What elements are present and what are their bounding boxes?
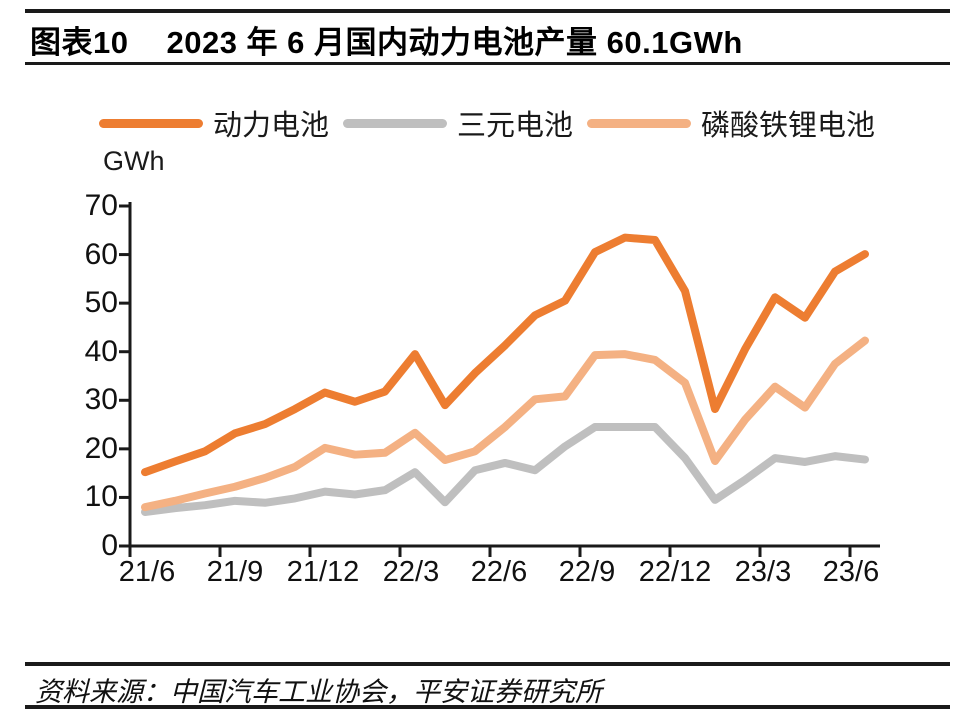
- y-axis-tick-label: 30: [84, 383, 118, 417]
- x-axis-tick-label: 23/3: [734, 556, 792, 588]
- legend-item-ternary-battery: 三元电池: [342, 102, 573, 144]
- figure-label: 图表10: [30, 25, 129, 60]
- y-axis-tick-label: 50: [84, 286, 118, 320]
- x-axis-tick-label: 22/12: [638, 556, 712, 588]
- source-text: 资料来源：中国汽车工业协会，平安证券研究所: [35, 677, 602, 707]
- legend-item-power-battery: 动力电池: [98, 102, 329, 144]
- y-axis-tick-label: 60: [84, 237, 118, 271]
- legend-swatch-lfp-battery-icon: [587, 118, 691, 128]
- y-axis-unit-label: GWh: [103, 146, 165, 176]
- footer-rule-top: [25, 662, 950, 666]
- chart-header: 图表10 2023 年 6 月国内动力电池产量 60.1GWh: [30, 17, 950, 62]
- legend-label-ternary-battery: 三元电池: [456, 110, 573, 142]
- x-axis-tick-label: 21/9: [206, 556, 264, 588]
- legend-swatch-power-battery-icon: [98, 118, 203, 128]
- legend-swatch-ternary-battery-icon: [342, 118, 447, 128]
- y-axis-tick-label: 40: [84, 334, 118, 368]
- x-axis-tick-label: 23/6: [822, 556, 880, 588]
- y-axis-tick-label: 70: [84, 189, 118, 222]
- x-axis-tick-label: 22/3: [382, 556, 440, 588]
- x-axis-tick-label: 21/6: [118, 556, 176, 588]
- header-rule-top: [25, 9, 950, 13]
- legend-label-lfp-battery: 磷酸铁锂电池: [701, 110, 876, 142]
- line-lfp-battery: [141, 336, 869, 512]
- line-ternary-battery: [141, 423, 869, 516]
- x-axis-tick-label: 22/6: [470, 556, 528, 588]
- page-title: 2023 年 6 月国内动力电池产量 60.1GWh: [166, 25, 743, 60]
- y-axis-tick-label: 0: [101, 529, 118, 562]
- line-power-battery: [141, 233, 869, 477]
- legend-label-power-battery: 动力电池: [212, 110, 329, 142]
- header-rule-bottom: [25, 62, 950, 65]
- axis-tick-marks: [119, 204, 852, 557]
- y-axis-tick-label: 10: [84, 480, 118, 514]
- y-axis-tick-label: 20: [84, 431, 118, 465]
- legend: 动力电池 三元电池 磷酸铁锂电池: [0, 104, 974, 142]
- legend-item-lfp-battery: 磷酸铁锂电池: [587, 102, 875, 144]
- series-lines: [141, 233, 869, 516]
- footer-rule-bottom: [25, 705, 950, 709]
- x-axis-tick-label: 22/9: [558, 556, 616, 588]
- x-axis-tick-label: 21/12: [286, 556, 360, 588]
